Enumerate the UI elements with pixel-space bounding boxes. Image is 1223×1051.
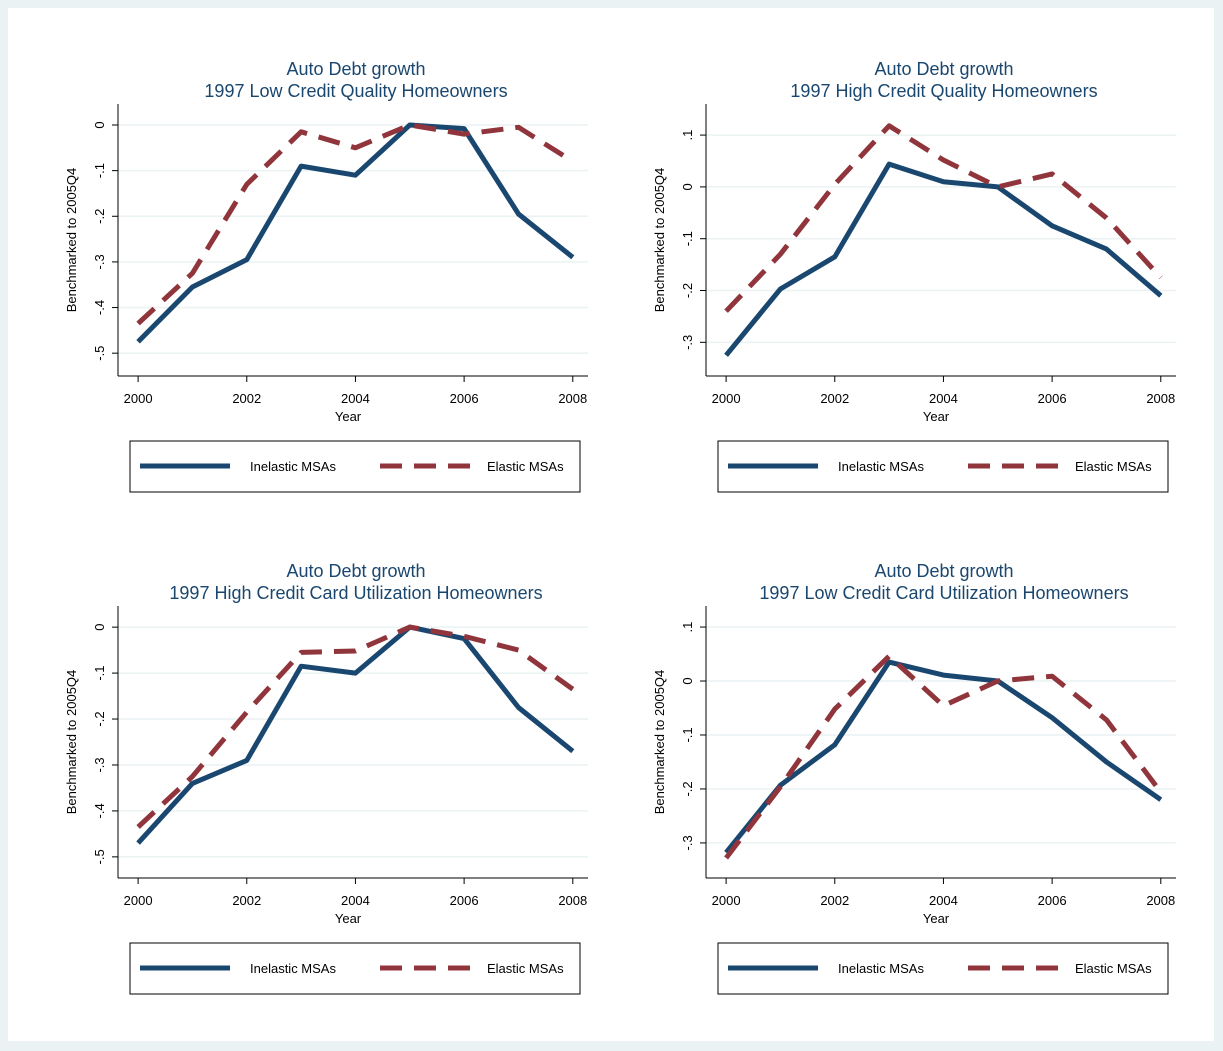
- chart-subtitle: 1997 High Credit Quality Homeowners: [790, 81, 1097, 101]
- series-line: [136, 122, 575, 344]
- series-line: [136, 624, 575, 829]
- y-tick-label: 0: [680, 183, 695, 190]
- y-tick-label: -.1: [680, 727, 695, 742]
- y-tick-label: 0: [92, 624, 107, 631]
- legend-label: Inelastic MSAs: [250, 961, 336, 976]
- x-tick-label: 2002: [820, 893, 849, 908]
- series-line: [136, 122, 575, 326]
- y-tick-label: -.2: [680, 781, 695, 796]
- legend-label: Elastic MSAs: [1075, 459, 1152, 474]
- legend-label: Inelastic MSAs: [838, 961, 924, 976]
- y-tick-label: -.2: [92, 711, 107, 726]
- legend-label: Inelastic MSAs: [250, 459, 336, 474]
- x-tick-label: 2006: [1038, 391, 1067, 406]
- chart-subtitle: 1997 Low Credit Quality Homeowners: [204, 81, 507, 101]
- x-tick-label: 2006: [1038, 893, 1067, 908]
- y-tick-label: -.2: [680, 283, 695, 298]
- y-tick-label: -.3: [680, 335, 695, 350]
- x-tick-label: 2002: [820, 391, 849, 406]
- y-tick-label: -.4: [92, 300, 107, 315]
- y-axis-label: Benchmarked to 2005Q4: [652, 670, 667, 815]
- x-tick-label: 2006: [450, 893, 479, 908]
- chart-title: Auto Debt growth: [286, 59, 425, 79]
- y-tick-label: -.4: [92, 803, 107, 818]
- series-line: [724, 161, 1163, 357]
- y-tick-label: 0: [92, 121, 107, 128]
- series-line: [724, 659, 1163, 855]
- series-line: [724, 123, 1163, 313]
- y-tick-label: -.5: [92, 346, 107, 361]
- x-axis-label: Year: [335, 911, 362, 926]
- x-tick-label: 2008: [558, 391, 587, 406]
- legend-label: Elastic MSAs: [487, 961, 564, 976]
- y-tick-label: -.1: [92, 665, 107, 680]
- plot-area: [706, 606, 1176, 878]
- y-tick-label: -.2: [92, 209, 107, 224]
- x-axis-label: Year: [923, 409, 950, 424]
- y-tick-label: -.5: [92, 849, 107, 864]
- y-axis-label: Benchmarked to 2005Q4: [64, 670, 79, 815]
- y-axis-label: Benchmarked to 2005Q4: [652, 168, 667, 313]
- chart-subtitle: 1997 High Credit Card Utilization Homeow…: [169, 583, 542, 603]
- y-tick-label: -.3: [92, 254, 107, 269]
- x-axis-label: Year: [923, 911, 950, 926]
- x-tick-label: 2006: [450, 391, 479, 406]
- series-line: [136, 624, 575, 845]
- plot-area: [706, 104, 1176, 376]
- x-tick-label: 2008: [558, 893, 587, 908]
- x-tick-label: 2000: [712, 893, 741, 908]
- y-tick-label: 0: [680, 677, 695, 684]
- legend-label: Inelastic MSAs: [838, 459, 924, 474]
- y-tick-label: -.3: [680, 835, 695, 850]
- x-tick-label: 2000: [124, 893, 153, 908]
- x-tick-label: 2004: [341, 391, 370, 406]
- y-axis-label: Benchmarked to 2005Q4: [64, 168, 79, 313]
- x-tick-label: 2004: [929, 391, 958, 406]
- plot-area: [118, 606, 588, 878]
- chart-subtitle: 1997 Low Credit Card Utilization Homeown…: [759, 583, 1128, 603]
- legend-label: Elastic MSAs: [1075, 961, 1152, 976]
- chart-title: Auto Debt growth: [874, 59, 1013, 79]
- y-tick-label: .1: [680, 130, 695, 141]
- y-tick-label: .1: [680, 622, 695, 633]
- x-tick-label: 2004: [341, 893, 370, 908]
- x-tick-label: 2008: [1146, 391, 1175, 406]
- chart-title: Auto Debt growth: [286, 561, 425, 581]
- x-tick-label: 2004: [929, 893, 958, 908]
- x-tick-label: 2002: [232, 893, 261, 908]
- legend-label: Elastic MSAs: [487, 459, 564, 474]
- x-tick-label: 2000: [712, 391, 741, 406]
- y-tick-label: -.3: [92, 757, 107, 772]
- series-line: [724, 653, 1163, 860]
- x-tick-label: 2000: [124, 391, 153, 406]
- x-axis-label: Year: [335, 409, 362, 424]
- x-tick-label: 2002: [232, 391, 261, 406]
- y-tick-label: -.1: [92, 163, 107, 178]
- y-tick-label: -.1: [680, 231, 695, 246]
- chart-title: Auto Debt growth: [874, 561, 1013, 581]
- x-tick-label: 2008: [1146, 893, 1175, 908]
